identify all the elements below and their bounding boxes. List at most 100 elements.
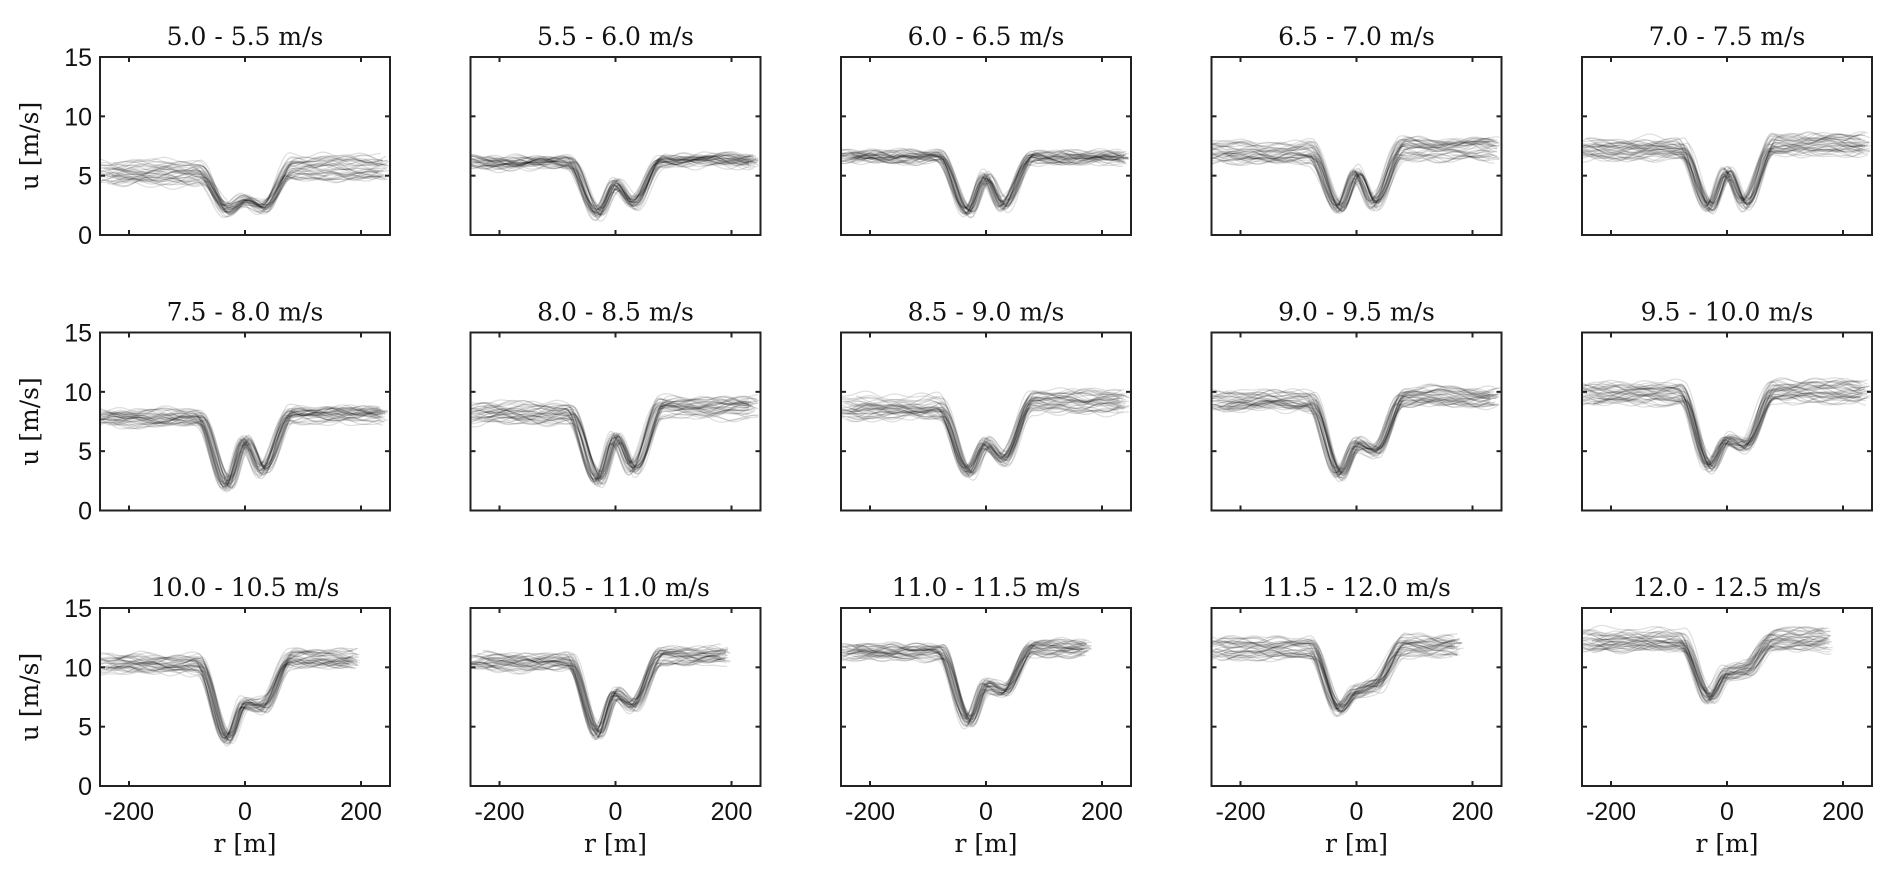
profile-line — [1588, 387, 1863, 466]
profile-line — [100, 409, 386, 487]
profile-line — [1211, 649, 1451, 703]
profile-line — [112, 164, 380, 205]
profile-line — [1592, 379, 1862, 466]
profile-line — [100, 658, 360, 737]
profile-line — [101, 163, 383, 206]
x-tick-label: -200 — [1215, 798, 1265, 826]
profile-line — [1582, 377, 1868, 463]
profile-line — [470, 401, 759, 488]
profile-line — [1224, 635, 1460, 707]
profile-line — [841, 153, 1125, 209]
y-tick-label: 0 — [78, 222, 92, 250]
profile-line — [100, 410, 381, 485]
profile-line — [477, 402, 757, 479]
profile-line — [470, 155, 750, 213]
profile-line — [100, 651, 354, 738]
profile-line — [112, 158, 390, 209]
profile-line — [1591, 639, 1829, 702]
profile-line — [1228, 399, 1499, 474]
panel-title: 8.0 - 8.5 m/s — [537, 298, 694, 327]
profile-line — [1582, 140, 1864, 211]
profile-line — [106, 657, 358, 742]
profile-line — [470, 151, 759, 216]
profile-line — [100, 171, 379, 210]
profile-line — [1211, 138, 1500, 209]
profile-line — [841, 390, 1127, 469]
profile-line — [1582, 131, 1866, 204]
profile-line — [470, 643, 722, 741]
profile-line — [100, 417, 384, 486]
profile-line — [100, 407, 379, 488]
profile-line — [1228, 392, 1494, 476]
profile-line — [1582, 629, 1824, 697]
profile-line — [470, 655, 722, 739]
profile-line — [111, 154, 388, 215]
profile-line — [841, 149, 1125, 213]
profile-line — [1219, 400, 1498, 472]
profile-line — [1598, 389, 1863, 467]
profile-line — [1211, 141, 1495, 212]
profile-line — [841, 396, 1120, 476]
profile-line — [1211, 398, 1491, 476]
profile-line — [105, 158, 389, 218]
profile-line — [1582, 382, 1870, 464]
profile-line — [485, 154, 756, 222]
profile-line — [486, 649, 729, 735]
profile-line — [481, 154, 751, 210]
profile-line — [1582, 635, 1822, 702]
profile-line — [470, 154, 754, 207]
profile-line — [114, 171, 377, 210]
profile-line — [1598, 141, 1866, 211]
profile-line — [1211, 394, 1500, 475]
profile-line — [851, 154, 1124, 208]
profile-line — [1591, 639, 1824, 697]
profile-line — [1597, 391, 1863, 464]
profile-line — [846, 638, 1083, 717]
profile-line — [1582, 140, 1861, 211]
profile-line — [470, 411, 759, 486]
profile-line — [470, 153, 752, 218]
profile-line — [100, 408, 381, 481]
profile-line — [1582, 390, 1868, 467]
profile-line — [1211, 141, 1495, 213]
profile-line — [846, 645, 1091, 720]
profile-line — [1211, 394, 1497, 469]
profile-line — [100, 405, 388, 486]
profile-line — [117, 651, 352, 735]
profile-line — [1211, 388, 1491, 474]
profile-line — [470, 158, 752, 207]
subplot-panel: 7.0 - 7.5 m/s — [1581, 22, 1873, 236]
profile-line — [1226, 383, 1501, 474]
profile-line — [109, 656, 350, 735]
profile-line — [100, 161, 388, 213]
profile-line — [841, 400, 1122, 472]
profile-line — [850, 148, 1125, 215]
panel-title: 9.5 - 10.0 m/s — [1641, 298, 1814, 327]
profile-line — [1589, 630, 1827, 695]
profile-line — [1225, 138, 1496, 212]
profile-line — [107, 656, 352, 742]
profile-line — [1582, 390, 1861, 471]
profile-line — [100, 152, 381, 207]
profile-line — [1214, 394, 1494, 473]
profile-line — [853, 641, 1086, 724]
profile-line — [470, 655, 726, 736]
profile-line — [1218, 637, 1456, 710]
profile-line — [841, 150, 1120, 210]
profile-line — [1215, 641, 1456, 718]
profile-line — [855, 644, 1088, 723]
profile-line — [1211, 633, 1456, 713]
profile-line — [845, 401, 1120, 470]
profile-line — [100, 158, 381, 210]
profile-line — [1589, 385, 1861, 466]
profile-line — [100, 166, 386, 209]
profile-line — [1214, 639, 1461, 711]
profile-line — [1211, 385, 1491, 476]
profile-line — [1219, 636, 1453, 712]
profile-line — [841, 650, 1090, 727]
panel-title: 5.0 - 5.5 m/s — [167, 22, 324, 51]
profile-line — [1593, 382, 1865, 466]
subplot-panel: 0 5 10 15 5.0 - 5.5 m/s u [m/s] — [15, 22, 391, 250]
profile-line — [470, 155, 757, 213]
profile-line — [841, 646, 1087, 717]
